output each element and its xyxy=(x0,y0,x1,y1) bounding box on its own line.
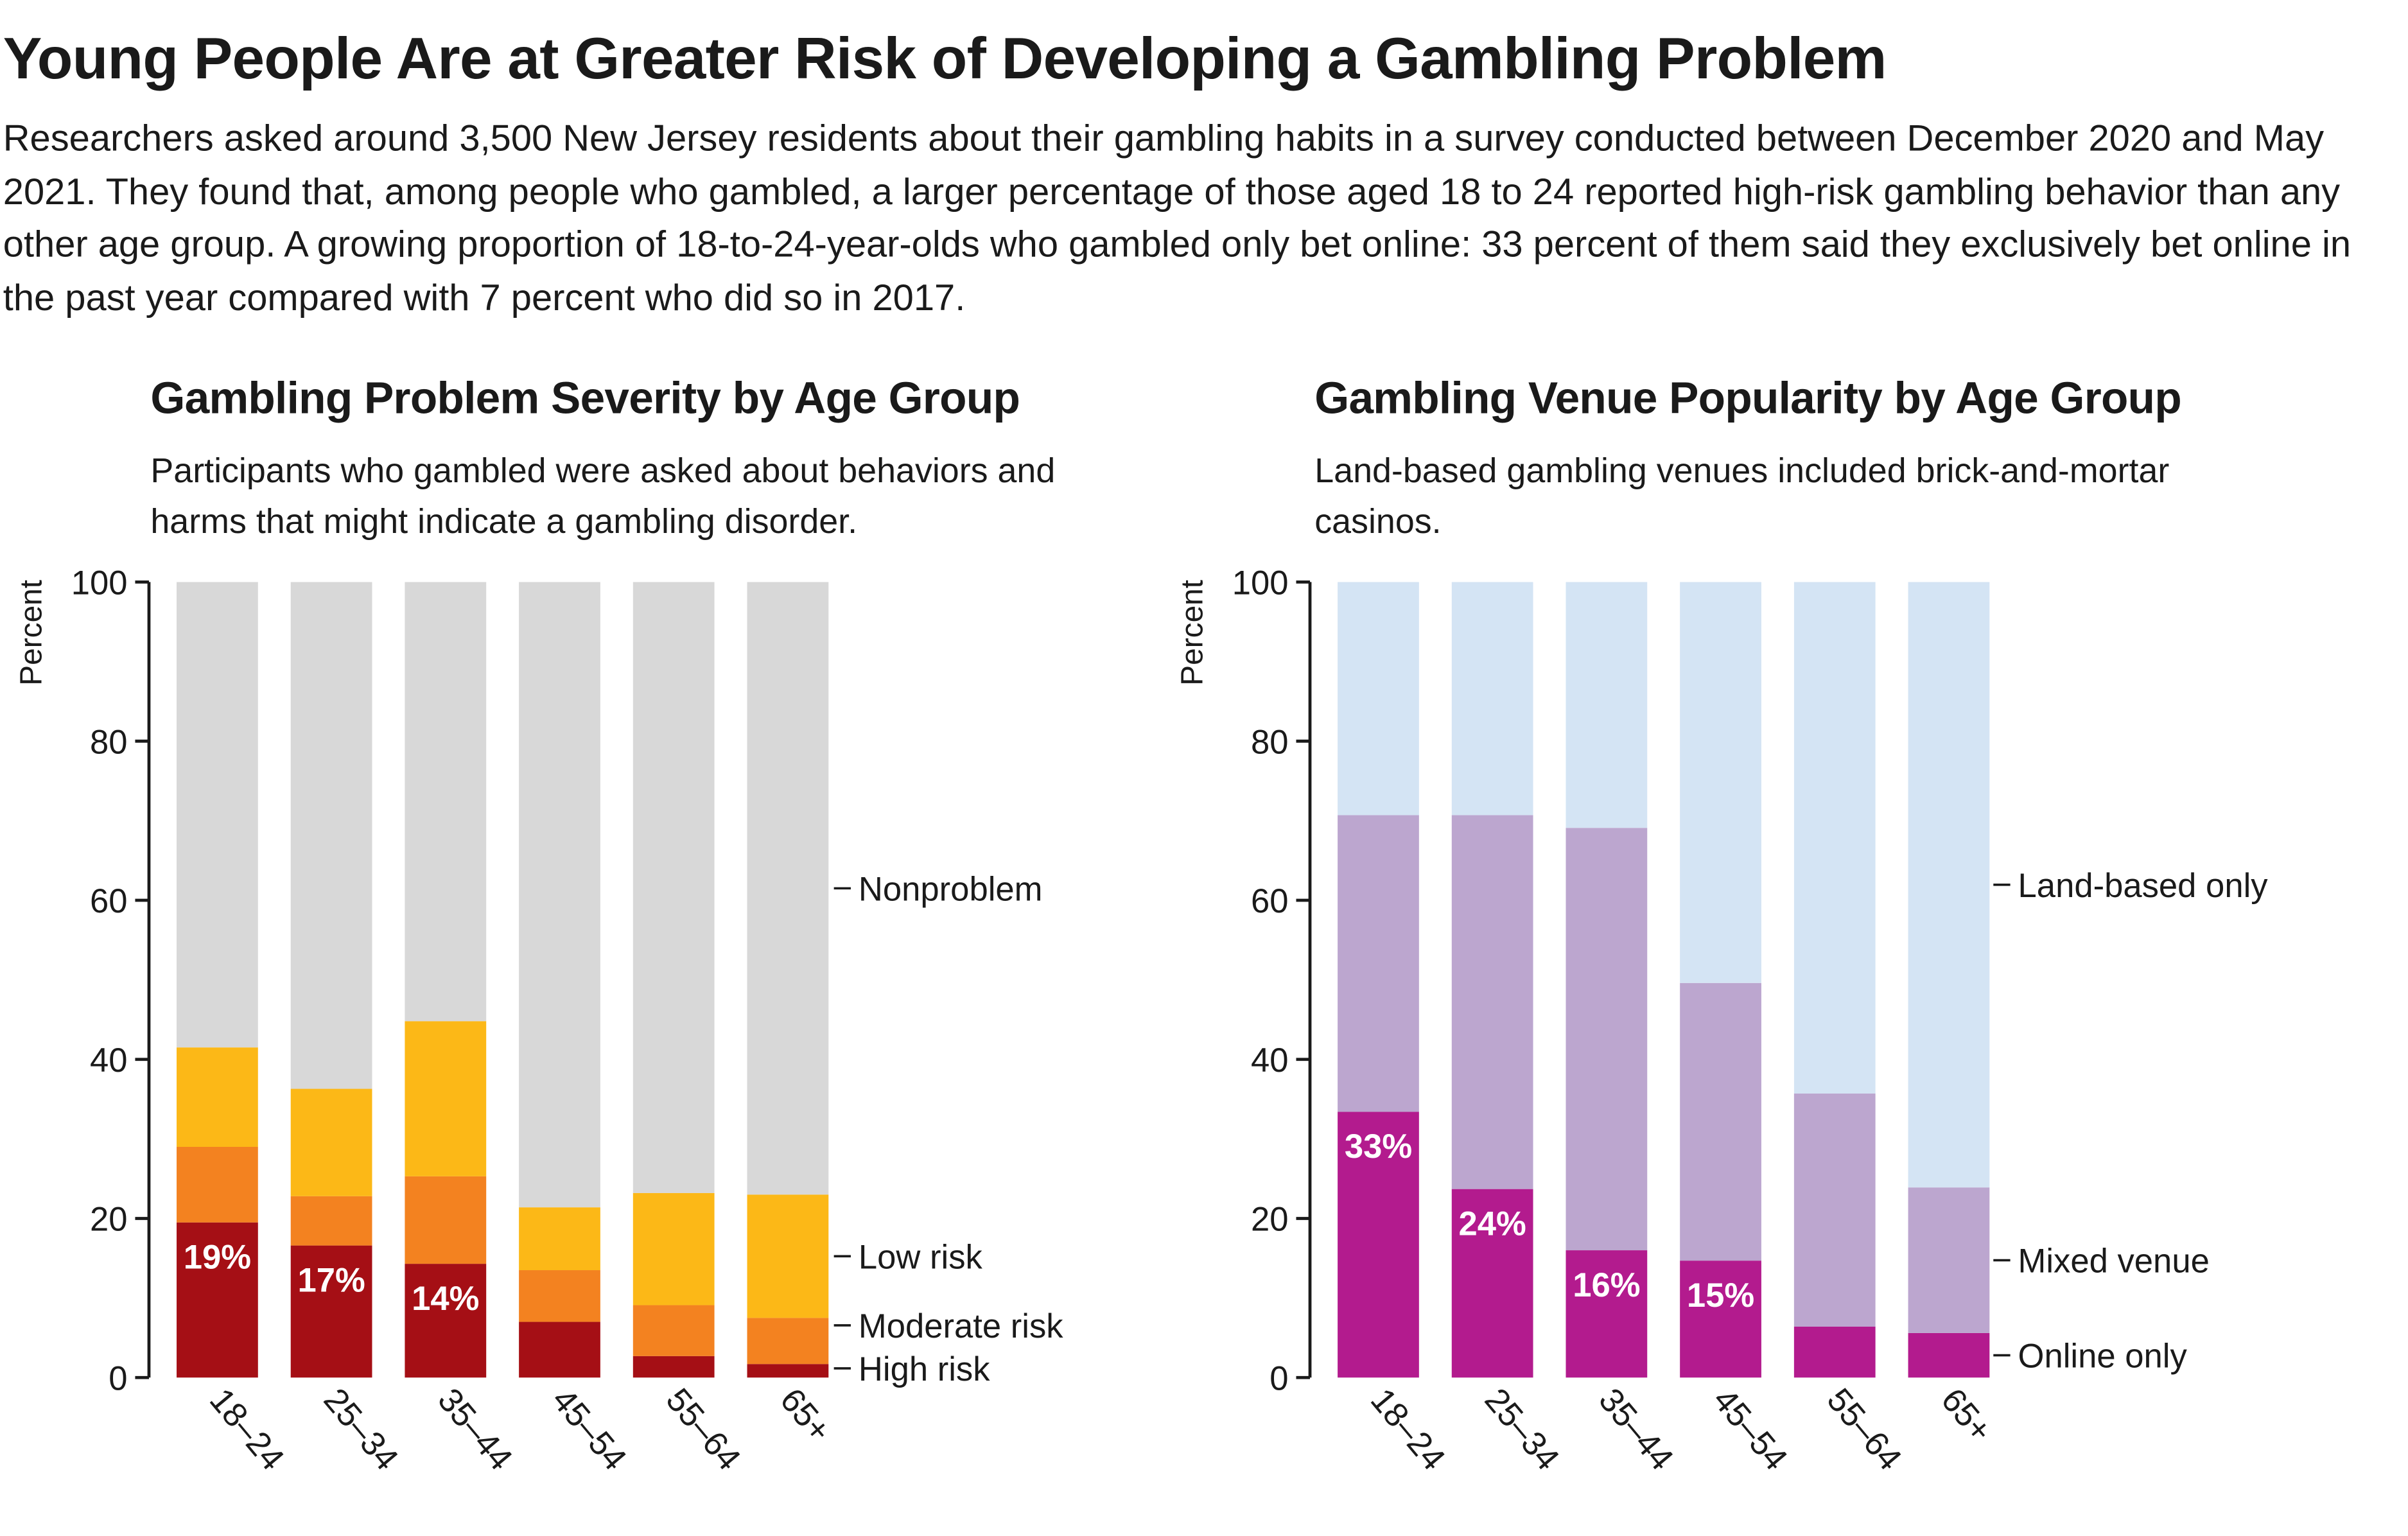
chart-2-y-tick-label: 80 xyxy=(1251,723,1289,761)
chart-1-bar-low-risk xyxy=(405,1021,487,1176)
chart-1-bar-high-risk xyxy=(177,1222,258,1378)
chart-1-bar-nonproblem xyxy=(405,582,487,1022)
chart-2-bar-online-only xyxy=(1793,1326,1876,1378)
chart-2-bar-mixed-venue xyxy=(1451,815,1533,1189)
chart-1-bar-low-risk xyxy=(290,1088,372,1196)
intro-text: Researchers asked around 3,500 New Jerse… xyxy=(3,118,2351,319)
chart-2-bar-online-only xyxy=(1566,1250,1648,1378)
chart-1-legend-label: Nonproblem xyxy=(859,871,1043,909)
chart-1-bar-moderate-risk xyxy=(177,1146,258,1223)
chart-1-legend-label: Low risk xyxy=(859,1238,983,1276)
chart-1-y-tick-label: 80 xyxy=(90,723,128,761)
chart-1-bar-moderate-risk xyxy=(405,1176,487,1264)
chart-1-y-tick-label: 0 xyxy=(109,1359,127,1397)
chart-1-x-tick-label: 35–44 xyxy=(430,1381,519,1478)
chart-2-data-label: 16% xyxy=(1573,1266,1640,1304)
chart-1-bar-moderate-risk xyxy=(290,1196,372,1246)
chart-1-x-tick-label: 45–54 xyxy=(545,1381,634,1478)
chart-1-bar-moderate-risk xyxy=(747,1318,829,1365)
chart-1-bar-low-risk xyxy=(519,1207,600,1271)
chart-2-data-label: 15% xyxy=(1687,1277,1754,1314)
chart-2-bar-mixed-venue xyxy=(1338,815,1419,1112)
chart-1-y-tick-label: 100 xyxy=(71,564,128,602)
chart-1-bar-high-risk xyxy=(747,1364,829,1378)
chart-1-bar-nonproblem xyxy=(747,582,829,1195)
chart-1-bar-high-risk xyxy=(519,1322,600,1378)
chart-2-bar-online-only xyxy=(1451,1189,1533,1378)
chart-2-bar-online-only xyxy=(1680,1261,1761,1378)
chart-1-y-tick-label: 40 xyxy=(90,1042,128,1079)
chart-1-x-tick-label: 65+ xyxy=(772,1381,839,1449)
chart-2-y-tick-label: 40 xyxy=(1251,1042,1289,1079)
chart-1-bar-nonproblem xyxy=(519,582,600,1208)
chart-2-bar-mixed-venue xyxy=(1793,1093,1876,1327)
chart-2-data-label: 24% xyxy=(1459,1205,1526,1243)
chart-1-title: Gambling Problem Severity by Age Group xyxy=(150,374,1020,424)
chart-2-y-axis-label: Percent xyxy=(1176,580,1210,686)
chart-1-subtitle: Participants who gambled were asked abou… xyxy=(150,451,1056,541)
chart-1-y-tick-label: 20 xyxy=(90,1201,128,1239)
chart-2-bar-land-based-only xyxy=(1680,582,1761,983)
chart-2-x-tick-label: 55–64 xyxy=(1820,1381,1909,1478)
chart-1-bar-high-risk xyxy=(290,1245,372,1378)
chart-2-x-tick-label: 45–54 xyxy=(1706,1381,1795,1478)
chart-2-bar-mixed-venue xyxy=(1566,828,1648,1251)
chart-2-bar-land-based-only xyxy=(1908,582,1990,1188)
chart-1-x-tick-label: 55–64 xyxy=(659,1381,748,1478)
chart-2-x-tick-label: 65+ xyxy=(1933,1381,2000,1449)
chart-2-x-tick-label: 18–24 xyxy=(1363,1381,1453,1478)
chart-1-data-label: 17% xyxy=(297,1261,365,1299)
chart-2-legend-label: Land-based only xyxy=(2018,867,2269,905)
chart-1-data-label: 19% xyxy=(184,1238,251,1276)
chart-2-legend-label: Online only xyxy=(2018,1338,2188,1375)
chart-1-bar-low-risk xyxy=(747,1194,829,1318)
chart-2-bar-mixed-venue xyxy=(1680,982,1761,1261)
chart-2-x-tick-label: 35–44 xyxy=(1591,1381,1680,1478)
chart-2-y-tick-label: 20 xyxy=(1251,1201,1289,1239)
chart-1-bar-low-risk xyxy=(633,1192,715,1305)
chart-1-bar-nonproblem xyxy=(177,582,258,1048)
chart-2-y-tick-label: 100 xyxy=(1232,564,1289,602)
chart-1-legend-label: Moderate risk xyxy=(859,1307,1063,1345)
chart-2-legend-label: Mixed venue xyxy=(2018,1243,2210,1280)
chart-2-bar-land-based-only xyxy=(1793,582,1876,1094)
chart-2-data-label: 33% xyxy=(1345,1128,1412,1165)
chart-2-y-tick-label: 0 xyxy=(1269,1359,1288,1397)
chart-1-bar-nonproblem xyxy=(290,582,372,1089)
chart-2-bar-online-only xyxy=(1908,1332,1990,1378)
chart-1-y-tick-label: 60 xyxy=(90,882,128,920)
chart-1-bar-low-risk xyxy=(177,1047,258,1147)
chart-2-bar-mixed-venue xyxy=(1908,1187,1990,1333)
chart-2-bar-land-based-only xyxy=(1566,582,1648,828)
chart-1-bar-moderate-risk xyxy=(633,1305,715,1356)
chart-2-bar-online-only xyxy=(1338,1112,1419,1378)
chart-2-bar-land-based-only xyxy=(1451,582,1533,816)
chart-1-x-tick-label: 25–34 xyxy=(317,1381,406,1478)
chart-1-bar-high-risk xyxy=(405,1264,487,1378)
chart-1-bar-high-risk xyxy=(633,1356,715,1378)
chart-2-bar-land-based-only xyxy=(1338,582,1419,816)
chart-2-y-tick-label: 60 xyxy=(1251,882,1289,920)
chart-1-x-tick-label: 18–24 xyxy=(202,1381,292,1478)
chart-1-legend-label: High risk xyxy=(859,1350,990,1388)
chart-2-subtitle: Land-based gambling venues included bric… xyxy=(1314,451,2170,541)
figure-title: Young People Are at Greater Risk of Deve… xyxy=(3,28,1887,92)
chart-2-x-tick-label: 25–34 xyxy=(1478,1381,1567,1478)
chart-1-y-axis-label: Percent xyxy=(15,580,49,686)
chart-2-title: Gambling Venue Popularity by Age Group xyxy=(1314,374,2182,424)
chart-1-data-label: 14% xyxy=(412,1280,479,1318)
chart-1-bar-moderate-risk xyxy=(519,1270,600,1322)
chart-1-bar-nonproblem xyxy=(633,582,715,1193)
